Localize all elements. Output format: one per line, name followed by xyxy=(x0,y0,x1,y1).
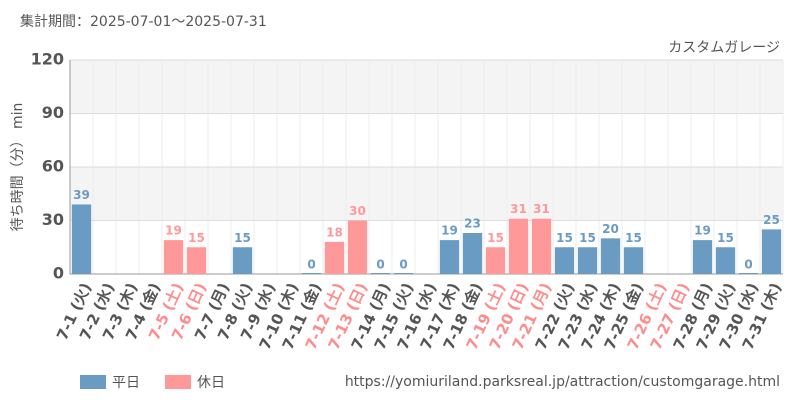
y-tick-label: 120 xyxy=(31,50,64,69)
value-label: 15 xyxy=(556,231,573,245)
value-label: 0 xyxy=(399,258,407,272)
bar xyxy=(347,220,368,274)
value-label: 23 xyxy=(464,216,481,230)
source-url: https://yomiuriland.parksreal.jp/attract… xyxy=(345,374,780,390)
value-label: 15 xyxy=(234,231,251,245)
bar xyxy=(301,273,322,274)
value-label: 25 xyxy=(763,213,780,227)
grid-band xyxy=(70,60,783,114)
value-label: 31 xyxy=(533,202,550,216)
value-label: 18 xyxy=(326,225,343,239)
value-label: 15 xyxy=(487,231,504,245)
bar xyxy=(163,240,184,274)
value-label: 39 xyxy=(73,188,90,202)
bar xyxy=(324,241,345,274)
bar xyxy=(623,247,644,274)
bar xyxy=(508,218,529,274)
bar xyxy=(439,240,460,274)
legend-swatch xyxy=(165,375,191,389)
bar xyxy=(738,273,759,274)
bar xyxy=(554,247,575,274)
value-label: 0 xyxy=(744,258,752,272)
bar xyxy=(692,240,713,274)
value-label: 0 xyxy=(307,258,315,272)
value-label: 15 xyxy=(579,231,596,245)
value-label: 19 xyxy=(165,224,182,238)
y-tick-label: 60 xyxy=(42,157,64,176)
y-tick-label: 90 xyxy=(42,103,64,122)
value-label: 19 xyxy=(441,224,458,238)
legend-swatch xyxy=(80,375,106,389)
legend-label: 平日 xyxy=(112,375,140,391)
period-label: 集計期間：2025-07-01～2025-07-31 xyxy=(20,13,267,30)
bar xyxy=(485,247,506,274)
legend-label: 休日 xyxy=(197,375,225,391)
y-axis-label: 待ち時間（分） min xyxy=(10,103,26,232)
bar xyxy=(462,232,483,274)
bar xyxy=(186,247,207,274)
bar xyxy=(761,229,782,274)
value-label: 30 xyxy=(349,204,366,218)
value-label: 0 xyxy=(376,258,384,272)
value-label: 20 xyxy=(602,222,619,236)
bar xyxy=(577,247,598,274)
y-tick-label: 0 xyxy=(53,264,64,283)
value-label: 15 xyxy=(717,231,734,245)
value-label: 15 xyxy=(625,231,642,245)
bar xyxy=(715,247,736,274)
grid-band xyxy=(70,167,783,221)
chart-title: カスタムガレージ xyxy=(668,40,780,56)
bar xyxy=(600,238,621,274)
bar xyxy=(370,273,391,274)
value-label: 15 xyxy=(188,231,205,245)
y-tick-label: 30 xyxy=(42,210,64,229)
bar xyxy=(232,247,253,274)
bar xyxy=(393,273,414,274)
bar xyxy=(531,218,552,274)
value-label: 19 xyxy=(694,224,711,238)
bar xyxy=(71,204,92,274)
value-label: 31 xyxy=(510,202,527,216)
